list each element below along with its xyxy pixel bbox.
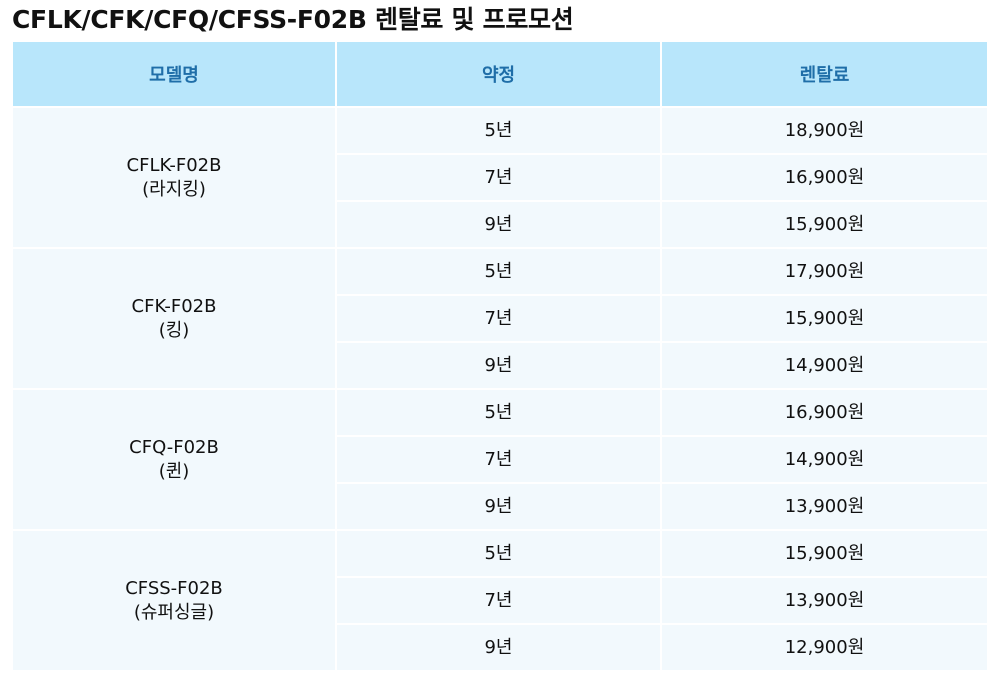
model-cell: CFQ-F02B (퀸) — [13, 388, 337, 529]
price-cell: 15,900원 — [662, 529, 987, 576]
price-cell: 16,900원 — [662, 388, 987, 435]
term-cell: 9년 — [337, 200, 662, 247]
table-row: 7년 15,900원 — [13, 294, 987, 341]
price-cell: 14,900원 — [662, 341, 987, 388]
term-cell: 9년 — [337, 482, 662, 529]
term-cell: 9년 — [337, 341, 662, 388]
price-cell: 18,900원 — [662, 106, 987, 153]
term-cell: 7년 — [337, 435, 662, 482]
price-cell: 13,900원 — [662, 576, 987, 623]
model-cell: CFLK-F02B (라지킹) — [13, 106, 337, 247]
price-cell: 14,900원 — [662, 435, 987, 482]
table-row: CFSS-F02B (슈퍼싱글) 5년 15,900원 — [13, 529, 987, 670]
table-row: CFQ-F02B (퀸) 5년 16,900원 — [13, 388, 987, 529]
table-row: 7년 13,900원 — [13, 576, 987, 623]
price-cell: 13,900원 — [662, 482, 987, 529]
table-row: 9년 15,900원 — [13, 200, 987, 247]
term-cell: 7년 — [337, 153, 662, 200]
term-cell: 5년 — [337, 529, 662, 576]
price-cell: 16,900원 — [662, 153, 987, 200]
table-row: 9년 12,900원 — [13, 623, 987, 670]
model-size-name: (킹) — [158, 319, 190, 341]
table-row: 7년 16,900원 — [13, 153, 987, 200]
table-row: CFK-F02B (킹) 5년 17,900원 — [13, 247, 987, 388]
model-size-name: (퀸) — [158, 460, 190, 482]
price-cell: 15,900원 — [662, 294, 987, 341]
header-model: 모델명 — [13, 42, 337, 106]
model-size-name: (슈퍼싱글) — [133, 601, 215, 623]
model-code: CFQ-F02B — [129, 436, 219, 458]
term-cell: 5년 — [337, 247, 662, 294]
price-cell: 17,900원 — [662, 247, 987, 294]
page-title: CFLK/CFK/CFQ/CFSS-F02B 렌탈료 및 프로모션 — [12, 5, 574, 34]
term-cell: 7년 — [337, 294, 662, 341]
table-header-row: 모델명 약정 렌탈료 — [13, 42, 987, 106]
model-code: CFSS-F02B — [125, 577, 223, 599]
term-cell: 9년 — [337, 623, 662, 670]
table-row: 7년 14,900원 — [13, 435, 987, 482]
term-cell: 5년 — [337, 388, 662, 435]
model-cell: CFK-F02B (킹) — [13, 247, 337, 388]
model-cell: CFSS-F02B (슈퍼싱글) — [13, 529, 337, 670]
rental-price-table: 모델명 약정 렌탈료 CFLK-F02B (라지킹) 5년 18,900원 7년… — [13, 42, 987, 670]
model-code: CFK-F02B — [131, 295, 217, 317]
header-term: 약정 — [337, 42, 662, 106]
model-size-name: (라지킹) — [142, 178, 206, 200]
model-code: CFLK-F02B — [126, 154, 222, 176]
table-row: CFLK-F02B (라지킹) 5년 18,900원 — [13, 106, 987, 247]
price-cell: 15,900원 — [662, 200, 987, 247]
header-price: 렌탈료 — [662, 42, 987, 106]
term-cell: 5년 — [337, 106, 662, 153]
table-row: 9년 13,900원 — [13, 482, 987, 529]
term-cell: 7년 — [337, 576, 662, 623]
table-row: 9년 14,900원 — [13, 341, 987, 388]
price-cell: 12,900원 — [662, 623, 987, 670]
